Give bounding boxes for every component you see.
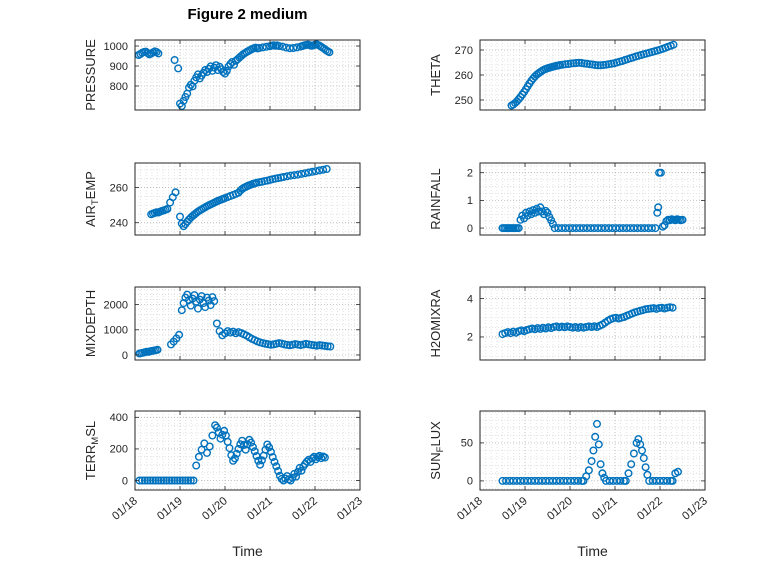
- y-axis-label: AIRTEMP: [83, 171, 101, 227]
- scatter-series: [134, 40, 334, 111]
- subplot-sun-flux: 0 50 SUNFLUX 01/18 01/19 01/20 01/21 01/22 01/23…: [428, 410, 710, 559]
- x-tick-label: 01/18: [455, 495, 485, 523]
- y-axis-label: H2OMIXRA: [428, 289, 443, 357]
- scatter-series: [507, 40, 678, 110]
- y-tick-label: 4: [467, 293, 473, 305]
- subplot-pressure: 800 900 1000 PRESSURE: [83, 39, 361, 111]
- y-tick-labels: 0 1000 2000: [104, 299, 128, 361]
- y-tick-label: 900: [110, 61, 128, 73]
- subplot-air-temp: 240 260 AIRTEMP: [83, 162, 361, 236]
- y-axis-label: MIXDEPTH: [83, 290, 98, 357]
- y-tick-labels: 800 900 1000: [104, 41, 128, 93]
- y-tick-label: 1000: [104, 325, 128, 337]
- axes-box: [479, 410, 706, 491]
- x-axis-label: Time: [577, 543, 608, 559]
- x-axis-label: Time: [232, 543, 263, 559]
- axes-box: [134, 410, 361, 491]
- scatter-series: [498, 303, 677, 339]
- axes-box: [134, 162, 361, 236]
- y-tick-label: 0: [122, 475, 128, 487]
- axes-box: [134, 39, 361, 111]
- tick-marks: [479, 40, 706, 110]
- y-axis-label: RAINFALL: [428, 168, 443, 229]
- tick-marks: [134, 287, 361, 360]
- y-tick-label: 2: [467, 168, 473, 180]
- y-tick-label: 270: [455, 45, 473, 57]
- subplot-mixdepth: 0 1000 2000 MIXDEPTH: [83, 286, 361, 362]
- y-tick-label: 0: [122, 350, 128, 362]
- y-tick-label: 400: [110, 412, 128, 424]
- tick-marks: [134, 163, 361, 235]
- subplot-rainfall: 0 1 2 RAINFALL: [428, 162, 706, 236]
- axes-box: [479, 162, 706, 236]
- x-tick-labels: 01/18 01/19 01/20 01/21 01/22 01/23: [455, 495, 710, 523]
- y-axis-label: THETA: [428, 54, 443, 96]
- minor-grid: [480, 163, 705, 235]
- y-tick-label: 800: [110, 81, 128, 93]
- y-tick-labels: 0 50: [461, 438, 473, 488]
- y-axis-label: PRESSURE: [83, 39, 98, 111]
- x-tick-labels: 01/18 01/19 01/20 01/21 01/22 01/23: [110, 495, 365, 523]
- minor-grid: [480, 411, 705, 490]
- tick-marks: [479, 411, 706, 490]
- y-tick-label: 0: [467, 476, 473, 488]
- scatter-series: [135, 290, 335, 358]
- y-tick-label: 1: [467, 195, 473, 207]
- y-tick-label: 260: [455, 70, 473, 82]
- y-tick-labels: 240 260: [110, 182, 128, 229]
- subplot-theta: 250 260 270 THETA: [428, 39, 706, 111]
- tick-marks: [134, 411, 361, 490]
- x-tick-label: 01/23: [335, 495, 365, 523]
- x-tick-label: 01/20: [545, 495, 575, 523]
- scatter-series: [147, 165, 331, 231]
- y-tick-label: 260: [110, 182, 128, 194]
- figure-title: Figure 2 medium: [187, 6, 308, 23]
- x-tick-label: 01/19: [155, 495, 185, 523]
- y-axis-label: SUNFLUX: [428, 421, 446, 480]
- x-tick-label: 01/23: [680, 495, 710, 523]
- scatter-series: [498, 419, 682, 485]
- y-tick-labels: 0 1 2: [467, 168, 473, 235]
- y-tick-label: 1000: [104, 41, 128, 53]
- y-axis-label: TERRMSL: [83, 421, 101, 480]
- y-tick-labels: 24: [467, 293, 473, 343]
- x-tick-label: 01/22: [290, 495, 320, 523]
- x-tick-label: 01/18: [110, 495, 140, 523]
- y-tick-label: 200: [110, 444, 128, 456]
- major-grid: [480, 163, 705, 235]
- x-tick-label: 01/19: [500, 495, 530, 523]
- tick-marks: [134, 40, 361, 110]
- scatter-series: [135, 421, 329, 485]
- axes-box: [479, 286, 706, 361]
- tick-marks: [479, 287, 706, 360]
- y-tick-label: 2000: [104, 299, 128, 311]
- y-tick-label: 0: [467, 223, 473, 235]
- y-tick-label: 250: [455, 95, 473, 107]
- tick-marks: [479, 163, 706, 235]
- y-tick-labels: 0 200 400: [110, 412, 128, 487]
- scatter-series: [498, 168, 687, 233]
- x-tick-label: 01/21: [245, 495, 275, 523]
- x-tick-label: 01/22: [635, 495, 665, 523]
- major-grid: [480, 411, 705, 490]
- y-tick-labels: 250 260 270: [455, 45, 473, 107]
- axes-box: [134, 286, 361, 361]
- y-tick-label: 2: [467, 332, 473, 344]
- x-tick-label: 01/21: [590, 495, 620, 523]
- x-tick-label: 01/20: [200, 495, 230, 523]
- y-tick-label: 240: [110, 218, 128, 230]
- y-tick-label: 50: [461, 438, 473, 450]
